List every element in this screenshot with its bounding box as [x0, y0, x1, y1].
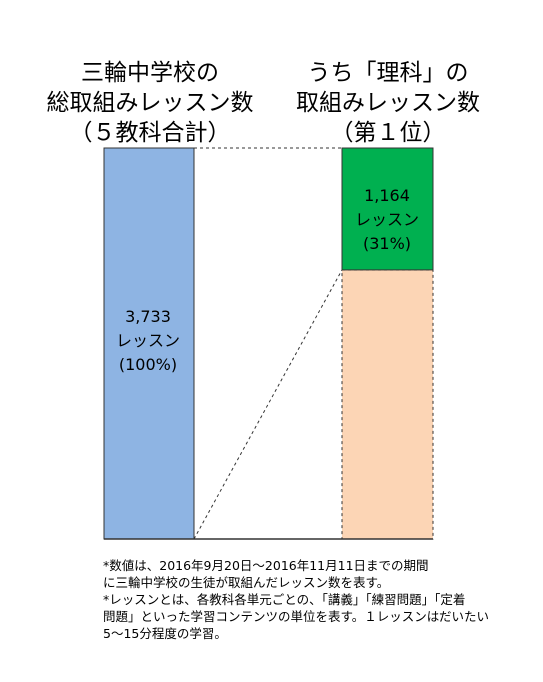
footnote-line-3: *レッスンとは、各教科各単元ごとの、「講義」「練習問題」「定着 — [103, 592, 466, 607]
header-total: 三輪中学校の 総取組みレッスン数 （５教科合計） — [40, 58, 260, 148]
data-label-science-unit: レッスン — [355, 210, 419, 229]
bar-science — [341, 147, 434, 271]
data-label-science-value: 1,164 — [364, 186, 410, 205]
header-total-line-2: 総取組みレッスン数 — [46, 90, 254, 116]
data-label-total-value: 3,733 — [125, 307, 171, 326]
bar-total — [103, 147, 195, 540]
header-science-line-3: （第１位） — [330, 120, 446, 146]
footnote-line-2: に三輪中学校の生徒が取組んだレッスン数を表す。 — [103, 575, 390, 590]
footnote-line-4: 問題」といった学習コンテンツの単位を表す。１レッスンはだいたい — [103, 609, 490, 624]
header-science-line-2: 取組みレッスン数 — [296, 90, 480, 116]
header-total-line-3: （５教科合計） — [69, 120, 231, 146]
bar-remainder — [341, 269, 434, 540]
footnote-line-5: 5～15分程度の学習。 — [103, 626, 227, 641]
header-science: うち「理科」の 取組みレッスン数 （第１位） — [278, 58, 498, 148]
footnotes: *数値は、2016年9月20日～2016年11月11日までの期間 に三輪中学校の… — [103, 557, 523, 642]
data-label-science-percent: (31%) — [363, 234, 411, 253]
connector-line-bottom — [193, 269, 343, 540]
data-label-total-unit: レッスン — [116, 331, 180, 350]
data-label-total-percent: (100%) — [119, 355, 177, 374]
header-total-line-1: 三輪中学校の — [81, 60, 219, 86]
footnote-line-1: *数値は、2016年9月20日～2016年11月11日までの期間 — [103, 558, 429, 573]
header-science-line-1: うち「理科」の — [307, 60, 469, 86]
